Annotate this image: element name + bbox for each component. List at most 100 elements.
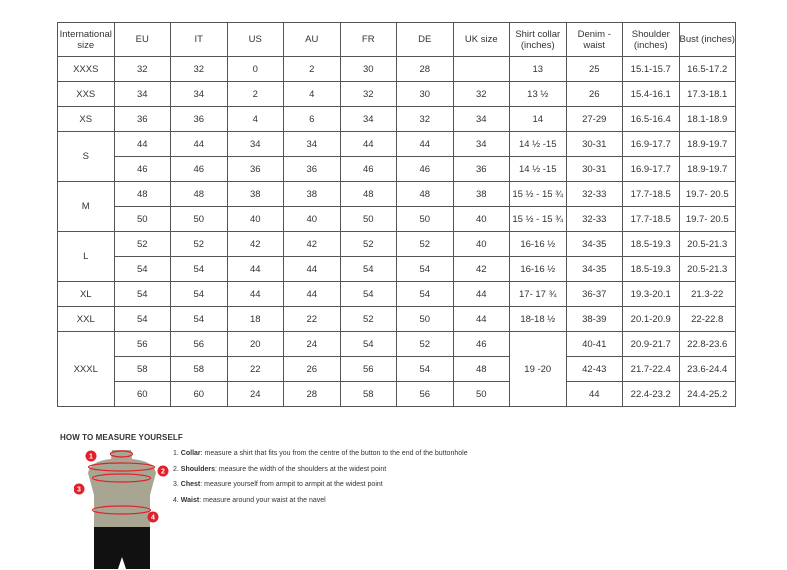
- table-cell: 17.7-18.5: [622, 181, 680, 207]
- table-row: XL 54 54 44 44 54 54 44 17- 17 ¾ 36-37 19.3-20.1 21…: [57, 281, 736, 307]
- table-cell: 36: [452, 156, 510, 182]
- table-cell: 40: [452, 231, 510, 257]
- table-cell: 52: [339, 306, 397, 332]
- column-header: Shoulder (inches): [622, 22, 680, 57]
- step-term: Chest: [180, 481, 201, 488]
- table-row: XXXL 56 56 20 24 54 52 46 19 -20 40-41 20.9-21.7 22…: [57, 331, 736, 407]
- table-row: XXS 34 34 2 4 32 30 32 13 ½ 26 15.4-16.1 17.3-18.1: [57, 81, 736, 107]
- table-cell: 18.1-18.9: [678, 106, 736, 132]
- table-cell: 50: [339, 206, 397, 232]
- table-cell: 48: [339, 181, 397, 207]
- table-cell: 19.7- 20.5: [678, 181, 736, 207]
- table-cell: 46: [170, 156, 228, 182]
- table-row: 46 46 36 36 46 46 36 14 ½ -15 30-31 16.9-17.7 18.9…: [58, 156, 736, 182]
- table-cell: 18: [226, 306, 284, 332]
- table-cell: XXXS: [57, 56, 115, 82]
- marker-1: 1: [89, 454, 93, 461]
- table-cell: 2: [283, 56, 341, 82]
- table-cell: 34: [226, 131, 284, 157]
- table-cell: 20: [226, 331, 284, 357]
- table-cell: 54: [170, 306, 228, 332]
- column-header: International size: [57, 22, 115, 57]
- table-cell: 34-35: [565, 231, 623, 257]
- table-cell: 34: [452, 131, 510, 157]
- marker-3: 3: [77, 487, 81, 494]
- size-chart-table: International size EU IT US AU FR DE UK size Shi…: [57, 22, 736, 407]
- table-cell: 16.5-16.4: [622, 106, 680, 132]
- table-cell: 6: [283, 106, 341, 132]
- table-cell: 32: [339, 81, 397, 107]
- how-to-measure-section: HOW TO MEASURE YOURSELF 1 2 3 4 1. Colla…: [60, 433, 468, 569]
- table-cell: 30-31: [565, 131, 623, 157]
- table-cell: 13 ½: [509, 81, 567, 107]
- table-cell: 17.7-18.5: [622, 206, 680, 232]
- table-cell: 60: [170, 381, 228, 407]
- table-cell: 22: [226, 356, 284, 382]
- table-cell: 20.1-20.9: [622, 306, 680, 332]
- table-cell: 15.4-16.1: [622, 81, 680, 107]
- table-cell: 17- 17 ¾: [509, 281, 567, 307]
- table-cell: 15 ½ - 15 ¾: [509, 181, 567, 207]
- table-cell: 42: [226, 231, 284, 257]
- step-waist: 4. Waist: measure around your waist at t…: [173, 497, 468, 513]
- column-header: US: [226, 22, 284, 57]
- table-cell: 54: [396, 281, 454, 307]
- table-cell: 16-16 ½: [509, 231, 567, 257]
- column-header: Denim - waist: [565, 22, 623, 57]
- table-row: XXXS 32 32 0 2 30 28 13 25 15.1-15.7 16.5-17.2: [57, 56, 736, 82]
- table-cell: 54: [113, 306, 171, 332]
- table-cell: 56: [113, 331, 171, 357]
- table-cell: 44: [565, 381, 623, 407]
- table-cell: 46: [396, 156, 454, 182]
- table-cell: 40: [226, 206, 284, 232]
- table-cell: 56: [339, 356, 397, 382]
- column-header: DE: [396, 22, 454, 57]
- table-cell: 30-31: [565, 156, 623, 182]
- table-cell: 17.3-18.1: [678, 81, 736, 107]
- table-row: L 52 52 42 42 52 52 40 16-16 ½ 34-35 18.5-19.3 20.5…: [57, 231, 736, 282]
- table-cell: 46: [452, 331, 510, 357]
- table-cell: 34-35: [565, 256, 623, 282]
- table-cell: 32-33: [565, 206, 623, 232]
- table-cell: 19 -20: [509, 331, 567, 407]
- table-cell: L: [57, 231, 115, 282]
- table-cell: 56: [170, 331, 228, 357]
- table-row: 58 58 22 26 56 54 48 42-43 21.7-22.4 23.6-24.4: [58, 356, 736, 382]
- table-cell: 36: [113, 106, 171, 132]
- table-cell: 54: [396, 356, 454, 382]
- table-cell: 18.9-19.7: [678, 156, 736, 182]
- table-cell: 52: [396, 331, 454, 357]
- table-cell: 24: [283, 331, 341, 357]
- table-cell: 42-43: [565, 356, 623, 382]
- step-number: 4.: [173, 496, 179, 504]
- table-cell: M: [57, 181, 115, 232]
- table-cell: 40: [283, 206, 341, 232]
- marker-4: 4: [151, 515, 155, 522]
- table-cell: 24: [226, 381, 284, 407]
- table-cell: 16-16 ½: [509, 256, 567, 282]
- column-header: AU: [283, 22, 341, 57]
- table-cell: 58: [170, 356, 228, 382]
- table-cell: 34: [339, 106, 397, 132]
- table-cell: 24.4-25.2: [678, 381, 736, 407]
- table-cell: XL: [57, 281, 115, 307]
- table-cell: 14 ½ -15: [509, 131, 567, 157]
- marker-2: 2: [161, 469, 165, 476]
- table-cell: 14: [509, 106, 567, 132]
- table-cell: 27-29: [565, 106, 623, 132]
- table-cell: XXS: [57, 81, 115, 107]
- table-row: XS 36 36 4 6 34 32 34 14 27-29 16.5-16.4 18.1-18.9: [57, 106, 736, 132]
- table-cell: 38: [226, 181, 284, 207]
- table-cell: 25: [565, 56, 623, 82]
- measure-title: HOW TO MEASURE YOURSELF: [60, 433, 183, 442]
- table-cell: 44: [113, 131, 171, 157]
- table-cell: 38-39: [565, 306, 623, 332]
- table-cell: 36-37: [565, 281, 623, 307]
- table-cell: 16.5-17.2: [678, 56, 736, 82]
- table-cell: 2: [226, 81, 284, 107]
- table-cell: 48: [452, 356, 510, 382]
- table-row: XXL 54 54 18 22 52 50 44 18-18 ½ 38-39 20.1-20.9 22…: [57, 306, 736, 332]
- table-cell: 16.9-17.7: [622, 156, 680, 182]
- column-header: UK size: [452, 22, 510, 57]
- table-cell: 54: [339, 256, 397, 282]
